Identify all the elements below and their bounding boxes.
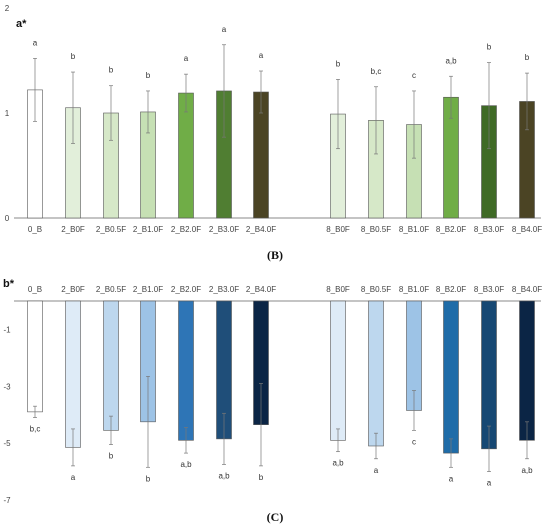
chart-b-title: a*: [16, 18, 27, 30]
significance-label: a,b: [180, 460, 192, 469]
significance-label: b: [146, 474, 151, 483]
x-tick-label: 8_B4.0F: [512, 285, 542, 294]
significance-label: a,b: [445, 56, 457, 65]
x-tick-label: 2_B0.5F: [96, 285, 126, 294]
significance-label: a: [449, 474, 454, 483]
y-tick-label: 2: [5, 4, 10, 13]
significance-label: c: [412, 437, 416, 446]
significance-label: b: [487, 43, 492, 52]
x-tick-label: 2_B3.0F: [209, 285, 239, 294]
x-tick-label: 0_B: [28, 225, 42, 234]
chart-panel-b: a* (B) 0 1 2 a 0_B b 2_B0F b 2_B0.5F b 2_B1.0F a 2_B…: [5, 4, 542, 262]
significance-label: a,b: [521, 466, 533, 475]
significance-label: a: [259, 51, 264, 60]
x-tick-label: 2_B4.0F: [246, 225, 276, 234]
x-tick-label: 2_B0.5F: [96, 225, 126, 234]
y-tick-label: -1: [3, 325, 11, 334]
significance-label: a: [33, 38, 38, 47]
y-tick-label: 1: [5, 109, 10, 118]
bar: [519, 300, 535, 441]
significance-label: b: [109, 66, 114, 75]
significance-label: a: [222, 25, 227, 34]
x-tick-label: 8_B4.0F: [512, 225, 542, 234]
bar: [443, 300, 459, 454]
significance-label: b: [109, 452, 114, 461]
significance-label: b,c: [371, 67, 382, 76]
x-tick-label: 2_B2.0F: [171, 285, 201, 294]
significance-label: b: [146, 71, 151, 80]
significance-label: a: [184, 54, 189, 63]
x-tick-label: 2_B0F: [61, 225, 85, 234]
bar: [103, 300, 119, 431]
x-tick-label: 8_B0.5F: [361, 225, 391, 234]
x-tick-label: 2_B3.0F: [209, 225, 239, 234]
significance-label: a: [374, 466, 379, 475]
x-tick-label: 8_B0F: [326, 225, 350, 234]
x-tick-label: 8_B0.5F: [361, 285, 391, 294]
x-tick-label: 8_B1.0F: [399, 225, 429, 234]
y-tick-label: -3: [3, 382, 11, 391]
bar: [330, 300, 346, 441]
x-tick-label: 8_B3.0F: [474, 225, 504, 234]
x-tick-label: 8_B2.0F: [436, 285, 466, 294]
significance-label: b: [259, 473, 264, 482]
x-tick-label: 8_B0F: [326, 285, 350, 294]
x-tick-label: 8_B1.0F: [399, 285, 429, 294]
x-tick-label: 0_B: [28, 285, 42, 294]
x-tick-label: 2_B1.0F: [133, 225, 163, 234]
y-tick-label: 0: [5, 214, 10, 223]
significance-label: a: [71, 473, 76, 482]
chart-b-panel-label: (B): [267, 248, 283, 262]
y-tick-label: -7: [3, 496, 11, 505]
significance-label: a,b: [332, 459, 344, 468]
chart-c-title: b*: [3, 278, 15, 290]
x-tick-label: 2_B1.0F: [133, 285, 163, 294]
bar: [368, 300, 384, 447]
bar: [27, 300, 43, 413]
x-tick-label: 8_B2.0F: [436, 225, 466, 234]
significance-label: b: [336, 59, 341, 68]
significance-label: a: [487, 479, 492, 488]
significance-label: b,c: [30, 425, 41, 434]
x-tick-label: 8_B3.0F: [474, 285, 504, 294]
significance-label: b: [71, 52, 76, 61]
x-tick-label: 2_B4.0F: [246, 285, 276, 294]
chart-c-panel-label: (C): [267, 510, 284, 524]
significance-label: c: [412, 71, 416, 80]
significance-label: a,b: [218, 471, 230, 480]
bar: [65, 300, 81, 448]
y-tick-label: -5: [3, 439, 11, 448]
x-tick-label: 2_B0F: [61, 285, 85, 294]
bar: [178, 300, 194, 441]
significance-label: b: [525, 53, 530, 62]
x-tick-label: 2_B2.0F: [171, 225, 201, 234]
